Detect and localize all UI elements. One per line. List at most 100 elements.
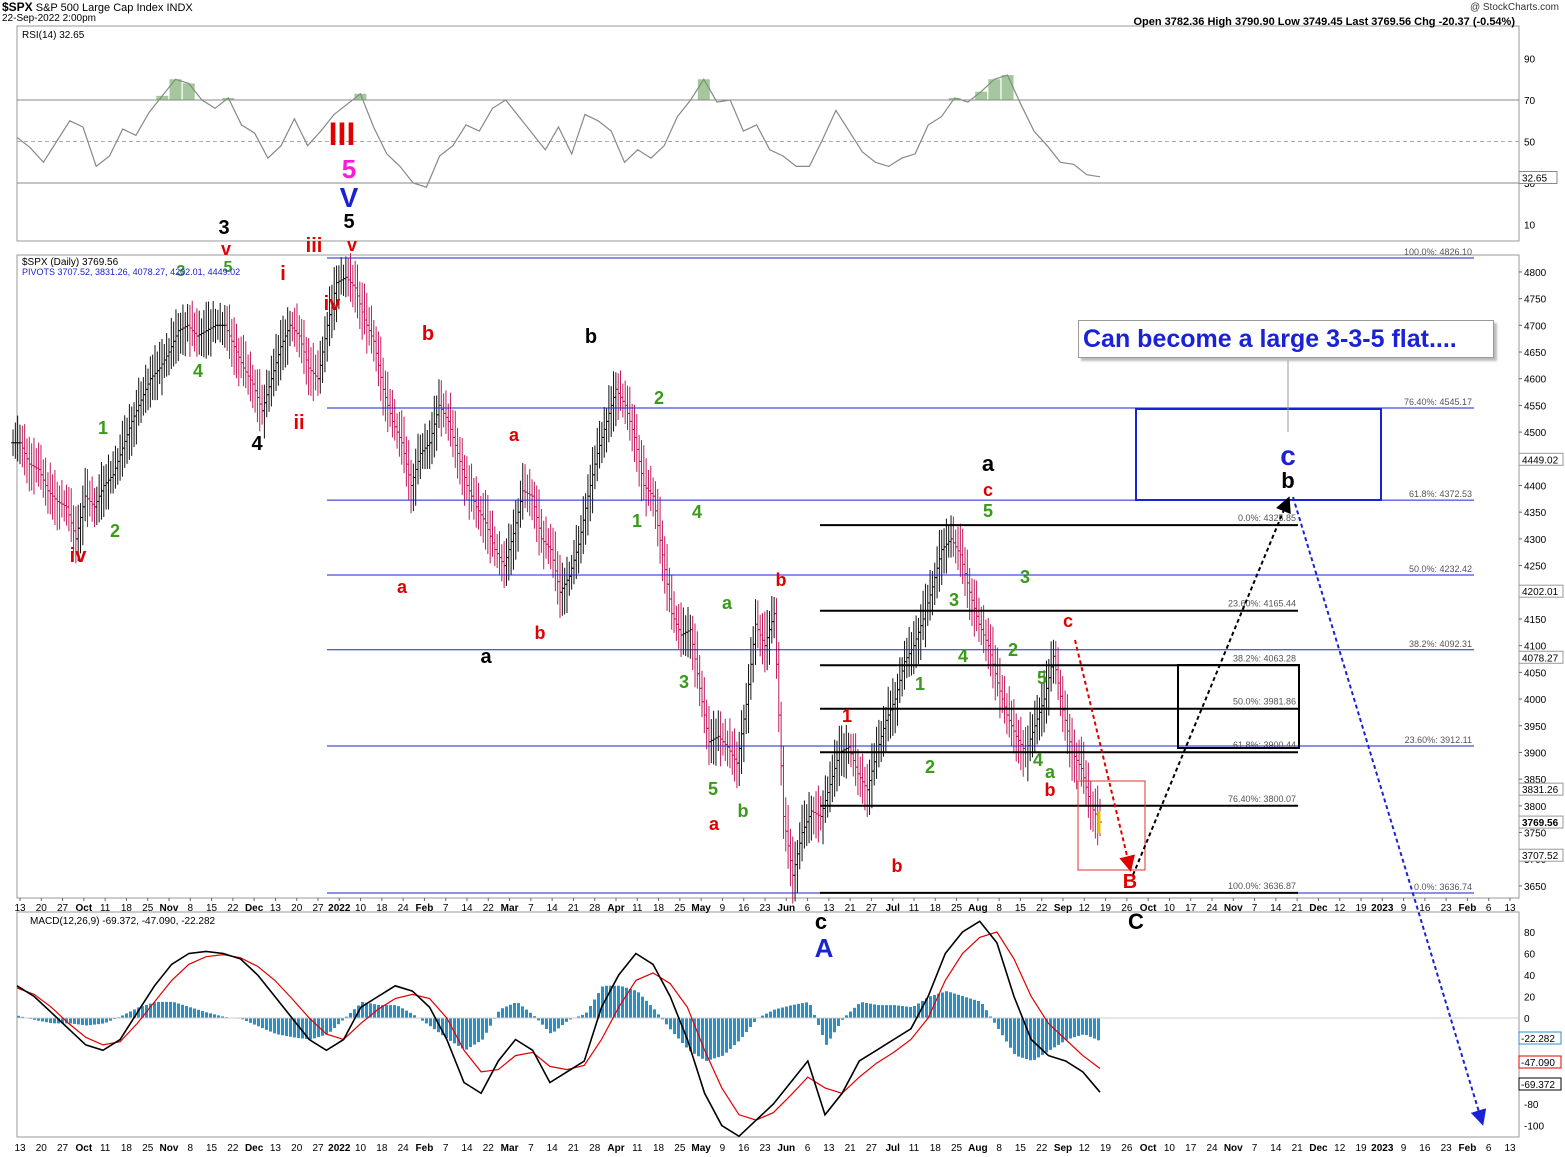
x-tick-label-bottom: May <box>691 1143 711 1154</box>
macd-histogram-bar <box>909 1007 912 1018</box>
rsi-last-value: 32.65 <box>1522 174 1547 185</box>
x-tick-label-bottom: Dec <box>245 1143 264 1154</box>
x-tick-label: 7 <box>528 903 534 914</box>
wave-label: b <box>892 856 903 876</box>
price-level-box <box>1518 584 1564 598</box>
x-tick-label-bottom: 6 <box>805 1143 811 1154</box>
wave-label: a <box>982 451 995 476</box>
wave-label: 5 <box>983 501 993 521</box>
macd-histogram-bar <box>681 1018 684 1044</box>
macd-histogram-bar <box>373 1004 376 1018</box>
wave-labels: iv213453v4iiiiiiivvIII5V5abaabb1243a5bab… <box>70 116 1296 963</box>
macd-histogram-bar <box>513 1002 516 1018</box>
x-tick-label-bottom: 28 <box>589 1143 601 1154</box>
macd-histogram-bar <box>793 1004 796 1018</box>
macd-histogram-bar <box>465 1018 468 1050</box>
macd-histogram-bar <box>593 999 596 1018</box>
index-name: S&P 500 Large Cap Index <box>35 2 164 14</box>
macd-histogram-bar <box>1025 1018 1028 1060</box>
macd-histogram-bar <box>137 1007 140 1018</box>
macd-histogram-bar <box>281 1018 284 1036</box>
x-tick-label: 17 <box>1185 903 1197 914</box>
macd-histogram-bar <box>501 1008 504 1018</box>
macd-histogram-bar <box>645 1000 648 1018</box>
macd-histogram-bar <box>361 1001 364 1018</box>
x-tick-label-bottom: 18 <box>121 1143 133 1154</box>
macd-histogram-bar <box>209 1013 212 1018</box>
macd-histogram-bar <box>893 1005 896 1018</box>
rsi-last-box <box>1518 171 1558 185</box>
x-tick-label-bottom: 20 <box>36 1143 48 1154</box>
x-tick-label-bottom: 22 <box>483 1143 495 1154</box>
x-tick-label: 2022 <box>328 903 351 914</box>
wave-label: 2 <box>654 388 664 408</box>
wave-label: a <box>722 593 733 613</box>
macd-histogram-bar <box>185 1006 188 1018</box>
macd-histogram-bar <box>245 1018 248 1022</box>
macd-histogram-bar <box>33 1018 36 1020</box>
macd-histogram-bar <box>1057 1018 1060 1045</box>
macd-histogram-bar <box>1053 1018 1056 1048</box>
x-tick-label: 12 <box>1079 903 1091 914</box>
macd-histogram-bar <box>765 1013 768 1018</box>
macd-histogram-bar <box>605 985 608 1018</box>
macd-histogram-bar <box>365 1002 368 1018</box>
x-tick-label-bottom: 14 <box>461 1143 473 1154</box>
macd-histogram-bar <box>857 1004 860 1018</box>
macd-histogram-bar <box>533 1016 536 1018</box>
macd-y-tick: 60 <box>1524 950 1536 961</box>
macd-histogram-bar <box>141 1006 144 1018</box>
x-tick-label: Oct <box>1140 903 1157 914</box>
macd-histogram-bar <box>561 1018 564 1026</box>
macd-histogram-bar <box>1085 1018 1088 1036</box>
wave-label: 1 <box>98 418 108 438</box>
x-tick-label-bottom: 19 <box>1355 1143 1367 1154</box>
wave-label: 5 <box>343 211 354 233</box>
macd-histogram-bar <box>677 1018 680 1039</box>
x-tick-label-bottom: 21 <box>845 1143 857 1154</box>
macd-histogram-bar <box>649 1005 652 1018</box>
x-tick-label: 22 <box>1036 903 1048 914</box>
wave-label: a <box>709 814 720 834</box>
x-tick-label-bottom: 12 <box>1079 1143 1091 1154</box>
x-tick-label: 7 <box>443 903 449 914</box>
wave-label: C <box>1128 909 1144 934</box>
macd-histogram-bar <box>1049 1018 1052 1050</box>
x-tick-label-bottom: Sep <box>1054 1143 1072 1154</box>
x-tick-label: 13 <box>270 903 282 914</box>
macd-histogram-bar <box>885 1005 888 1018</box>
macd-histogram-bar <box>489 1018 492 1026</box>
macd-histogram-bar <box>689 1018 692 1052</box>
price-y-tick: 4600 <box>1524 375 1547 386</box>
macd-histogram-bar <box>781 1007 784 1018</box>
macd-histogram-bar <box>301 1018 304 1039</box>
wave-label: b <box>422 323 434 345</box>
macd-y-tick: 0 <box>1524 1014 1530 1025</box>
macd-histogram-bar <box>545 1018 548 1029</box>
wave-label: 4 <box>958 646 968 666</box>
macd-histogram-bar <box>1077 1018 1080 1036</box>
macd-histogram-bar <box>557 1018 560 1029</box>
macd-histogram-bar <box>1017 1018 1020 1057</box>
price-y-tick: 4550 <box>1524 401 1547 412</box>
x-tick-label: 22 <box>227 903 239 914</box>
macd-histogram-bar <box>953 993 956 1018</box>
macd-histogram-bar <box>305 1018 308 1039</box>
macd-histogram-bar <box>865 1002 868 1018</box>
macd-histogram-bar <box>517 1003 520 1018</box>
macd-histogram-bar <box>969 998 972 1018</box>
wave-label: 4 <box>193 361 203 381</box>
wave-label: 3 <box>679 672 689 692</box>
x-tick-label: Aug <box>968 903 987 914</box>
x-tick-label: 23 <box>1441 903 1453 914</box>
x-tick-label: 24 <box>398 903 410 914</box>
macd-histogram-bar <box>589 1006 592 1018</box>
macd-histogram-bar <box>641 996 644 1018</box>
macd-histogram-bar <box>285 1018 288 1037</box>
price-y-tick: 4150 <box>1524 615 1547 626</box>
macd-histogram-bar <box>921 1000 924 1018</box>
macd-histogram-bar <box>697 1018 700 1057</box>
macd-histogram-bar <box>753 1018 756 1022</box>
wave-label: 3 <box>949 590 959 610</box>
x-tick-label-bottom: 11 <box>632 1143 643 1154</box>
